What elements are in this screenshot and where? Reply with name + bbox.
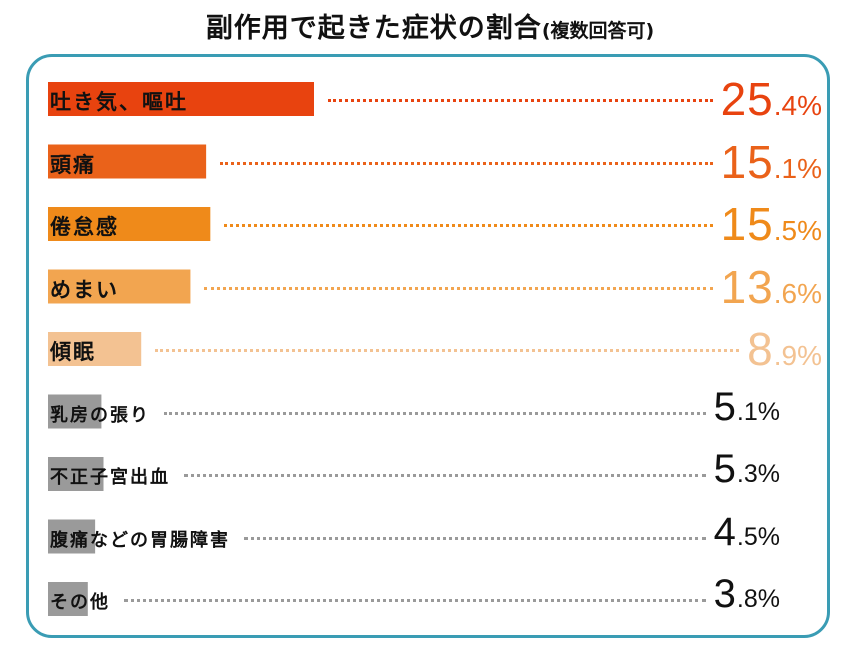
value-label-7: 5.3% bbox=[714, 447, 780, 492]
bar-5 bbox=[48, 332, 142, 366]
leader-line-7 bbox=[184, 474, 706, 477]
chart-title-sub: (複数回答可) bbox=[541, 20, 655, 42]
category-label-5: 傾眠 bbox=[50, 340, 96, 364]
value-label-dec-7: .3% bbox=[736, 460, 780, 488]
category-label-3: 倦怠感 bbox=[50, 215, 119, 239]
chart-title-main: 副作用で起きた症状の割合 bbox=[205, 13, 542, 44]
value-label-6: 5.1% bbox=[714, 385, 780, 430]
bar-4 bbox=[48, 269, 191, 304]
bar-6 bbox=[48, 394, 102, 429]
chart-title: 副作用で起きた症状の割合(複数回答可) bbox=[0, 6, 860, 45]
value-label-dec-8: .5% bbox=[736, 522, 780, 551]
value-label-dec-2: .1% bbox=[773, 152, 822, 184]
value-label-int-1: 25 bbox=[720, 73, 774, 125]
bar-3 bbox=[48, 207, 211, 241]
leader-line-5 bbox=[155, 349, 740, 352]
value-label-dec-4: .6% bbox=[773, 277, 822, 309]
value-label-int-9: 3 bbox=[713, 572, 737, 616]
category-label-8: 腹痛などの胃腸障害 bbox=[50, 529, 230, 551]
category-label-2: 頭痛 bbox=[50, 152, 96, 177]
value-label-dec-3: .5% bbox=[773, 215, 822, 246]
bar-7 bbox=[48, 457, 104, 491]
bar-9 bbox=[48, 582, 88, 616]
value-label-dec-5: .9% bbox=[773, 340, 822, 371]
value-label-int-4: 13 bbox=[720, 260, 774, 313]
value-label-int-3: 15 bbox=[720, 198, 774, 250]
value-label-4: 13.6% bbox=[721, 260, 822, 314]
category-label-6: 乳房の張り bbox=[50, 404, 150, 426]
value-label-int-8: 4 bbox=[713, 509, 737, 554]
category-label-1: 吐き気、嘔吐 bbox=[50, 90, 188, 114]
bar-1 bbox=[48, 82, 314, 116]
value-label-9: 3.8% bbox=[714, 572, 780, 617]
value-label-dec-6: .1% bbox=[736, 397, 780, 426]
leader-line-6 bbox=[164, 411, 706, 415]
leader-line-1 bbox=[328, 99, 713, 102]
leader-line-9 bbox=[124, 599, 706, 602]
category-label-7: 不正子宮出血 bbox=[50, 467, 170, 488]
bar-2 bbox=[48, 144, 207, 179]
value-label-int-7: 5 bbox=[713, 447, 737, 491]
value-label-1: 25.4% bbox=[721, 72, 822, 126]
value-label-3: 15.5% bbox=[721, 197, 822, 251]
bar-8 bbox=[48, 519, 96, 554]
leader-line-3 bbox=[224, 224, 713, 227]
value-label-5: 8.9% bbox=[747, 322, 822, 376]
leader-line-8 bbox=[244, 536, 706, 540]
value-label-dec-9: .8% bbox=[736, 585, 780, 613]
value-label-int-2: 15 bbox=[720, 135, 774, 188]
value-label-int-5: 8 bbox=[747, 323, 774, 375]
leader-line-4 bbox=[204, 286, 713, 290]
value-label-2: 15.1% bbox=[721, 135, 822, 189]
chart-frame bbox=[26, 54, 830, 638]
value-label-8: 4.5% bbox=[714, 510, 780, 555]
category-label-9: その他 bbox=[50, 592, 110, 613]
category-label-4: めまい bbox=[50, 277, 119, 302]
value-label-int-6: 5 bbox=[713, 384, 737, 429]
value-label-dec-1: .4% bbox=[773, 90, 822, 121]
leader-line-2 bbox=[220, 161, 713, 165]
